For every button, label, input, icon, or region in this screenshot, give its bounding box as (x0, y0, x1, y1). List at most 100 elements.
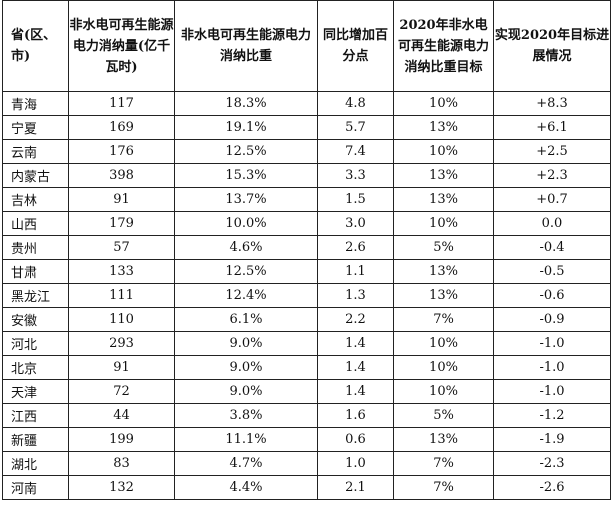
cell-consumption: 44 (68, 403, 175, 428)
cell-consumption: 72 (68, 379, 175, 404)
cell-yoy-increase: 1.1 (317, 259, 394, 284)
cell-share: 15.3% (174, 163, 318, 188)
cell-target: 10% (393, 355, 494, 380)
cell-region: 黑龙江 (2, 283, 69, 308)
header-share: 非水电可再生能源电力消纳比重 (174, 0, 318, 92)
header-yoy-increase: 同比增加百分点 (317, 0, 394, 92)
table-row: 河南 132 4.4% 2.1 7% -2.6 (2, 475, 611, 500)
table-row: 山西 179 10.0% 3.0 10% 0.0 (2, 211, 611, 236)
cell-progress: +2.5 (493, 139, 611, 164)
cell-consumption: 133 (68, 259, 175, 284)
cell-share: 12.5% (174, 139, 318, 164)
cell-progress: -0.6 (493, 283, 611, 308)
header-row: 省(区、市) 非水电可再生能源电力消纳量(亿千瓦时) 非水电可再生能源电力消纳比… (2, 0, 611, 92)
cell-progress: -2.3 (493, 451, 611, 476)
header-consumption: 非水电可再生能源电力消纳量(亿千瓦时) (68, 0, 175, 92)
table-body: 青海 117 18.3% 4.8 10% +8.3 宁夏 169 19.1% 5.7 13% +6.1… (2, 91, 611, 500)
cell-share: 10.0% (174, 211, 318, 236)
cell-share: 13.7% (174, 187, 318, 212)
cell-progress: +2.3 (493, 163, 611, 188)
cell-share: 12.4% (174, 283, 318, 308)
header-region: 省(区、市) (2, 0, 69, 92)
cell-share: 18.3% (174, 91, 318, 116)
cell-consumption: 132 (68, 475, 175, 500)
cell-yoy-increase: 1.4 (317, 379, 394, 404)
table-row: 河北 293 9.0% 1.4 10% -1.0 (2, 331, 611, 356)
cell-yoy-increase: 1.5 (317, 187, 394, 212)
table-row: 贵州 57 4.6% 2.6 5% -0.4 (2, 235, 611, 260)
cell-progress: -0.4 (493, 235, 611, 260)
cell-region: 安徽 (2, 307, 69, 332)
cell-yoy-increase: 5.7 (317, 115, 394, 140)
cell-target: 7% (393, 451, 494, 476)
cell-consumption: 110 (68, 307, 175, 332)
cell-share: 11.1% (174, 427, 318, 452)
cell-yoy-increase: 1.4 (317, 355, 394, 380)
cell-region: 湖北 (2, 451, 69, 476)
cell-target: 5% (393, 403, 494, 428)
table-row: 云南 176 12.5% 7.4 10% +2.5 (2, 139, 611, 164)
cell-consumption: 398 (68, 163, 175, 188)
cell-consumption: 91 (68, 187, 175, 212)
cell-yoy-increase: 1.6 (317, 403, 394, 428)
header-progress: 实现2020年目标进展情况 (493, 0, 611, 92)
cell-region: 甘肃 (2, 259, 69, 284)
cell-target: 10% (393, 331, 494, 356)
cell-progress: -1.0 (493, 355, 611, 380)
cell-yoy-increase: 4.8 (317, 91, 394, 116)
cell-region: 山西 (2, 211, 69, 236)
cell-progress: -1.9 (493, 427, 611, 452)
cell-progress: -1.0 (493, 331, 611, 356)
cell-region: 北京 (2, 355, 69, 380)
table-row: 吉林 91 13.7% 1.5 13% +0.7 (2, 187, 611, 212)
cell-progress: +6.1 (493, 115, 611, 140)
cell-target: 13% (393, 259, 494, 284)
cell-target: 13% (393, 115, 494, 140)
cell-yoy-increase: 2.6 (317, 235, 394, 260)
cell-region: 宁夏 (2, 115, 69, 140)
cell-consumption: 117 (68, 91, 175, 116)
cell-progress: -1.0 (493, 379, 611, 404)
cell-region: 河北 (2, 331, 69, 356)
cell-consumption: 169 (68, 115, 175, 140)
cell-target: 13% (393, 283, 494, 308)
cell-region: 新疆 (2, 427, 69, 452)
cell-region: 贵州 (2, 235, 69, 260)
cell-target: 7% (393, 307, 494, 332)
cell-consumption: 111 (68, 283, 175, 308)
cell-yoy-increase: 3.3 (317, 163, 394, 188)
cell-progress: +8.3 (493, 91, 611, 116)
cell-region: 天津 (2, 379, 69, 404)
cell-target: 10% (393, 379, 494, 404)
table-row: 甘肃 133 12.5% 1.1 13% -0.5 (2, 259, 611, 284)
cell-progress: -0.9 (493, 307, 611, 332)
cell-progress: -0.5 (493, 259, 611, 284)
cell-target: 5% (393, 235, 494, 260)
cell-consumption: 83 (68, 451, 175, 476)
cell-yoy-increase: 3.0 (317, 211, 394, 236)
cell-share: 4.6% (174, 235, 318, 260)
cell-target: 10% (393, 91, 494, 116)
cell-consumption: 199 (68, 427, 175, 452)
cell-region: 内蒙古 (2, 163, 69, 188)
cell-region: 云南 (2, 139, 69, 164)
cell-region: 青海 (2, 91, 69, 116)
cell-yoy-increase: 7.4 (317, 139, 394, 164)
table-row: 天津 72 9.0% 1.4 10% -1.0 (2, 379, 611, 404)
cell-target: 13% (393, 187, 494, 212)
cell-yoy-increase: 1.4 (317, 331, 394, 356)
cell-share: 12.5% (174, 259, 318, 284)
cell-yoy-increase: 2.2 (317, 307, 394, 332)
table-header: 省(区、市) 非水电可再生能源电力消纳量(亿千瓦时) 非水电可再生能源电力消纳比… (2, 0, 611, 92)
cell-yoy-increase: 2.1 (317, 475, 394, 500)
cell-region: 河南 (2, 475, 69, 500)
cell-target: 13% (393, 163, 494, 188)
cell-share: 4.7% (174, 451, 318, 476)
cell-consumption: 57 (68, 235, 175, 260)
table-row: 北京 91 9.0% 1.4 10% -1.0 (2, 355, 611, 380)
cell-consumption: 293 (68, 331, 175, 356)
header-2020-target: 2020年非水电可再生能源电力消纳比重目标 (393, 0, 494, 92)
cell-region: 吉林 (2, 187, 69, 212)
cell-share: 3.8% (174, 403, 318, 428)
cell-consumption: 176 (68, 139, 175, 164)
